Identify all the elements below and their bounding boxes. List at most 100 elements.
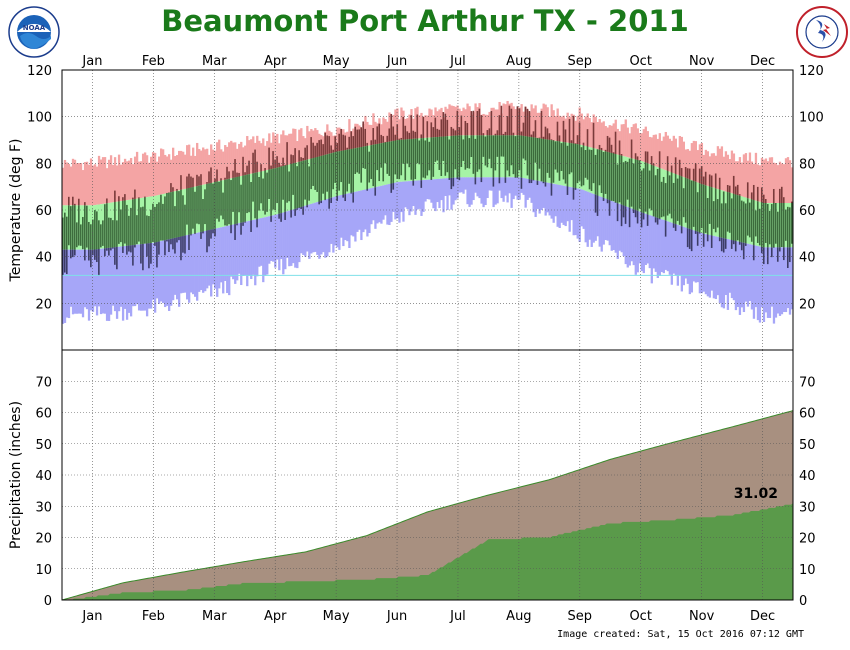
daily-temp-bar xyxy=(62,249,64,276)
daily-temp-bar xyxy=(670,172,673,219)
daily-temp-bar xyxy=(254,149,256,173)
daily-temp-bar xyxy=(672,182,675,224)
record-low-band xyxy=(724,238,728,296)
record-low-band xyxy=(702,233,706,292)
daily-temp-bar xyxy=(664,220,667,237)
record-low-band xyxy=(368,188,371,233)
record-low-band xyxy=(534,180,537,217)
record-low-band xyxy=(508,177,511,194)
record-low-band xyxy=(706,234,710,297)
record-high-band xyxy=(346,131,349,150)
record-high-band xyxy=(436,111,439,137)
record-high-band xyxy=(75,163,79,206)
daily-temp-bar xyxy=(306,159,308,206)
daily-temp-bar xyxy=(562,120,565,143)
daily-temp-bar xyxy=(596,195,599,216)
record-high-band xyxy=(198,149,201,186)
daily-temp-bar xyxy=(744,243,747,246)
record-high-band xyxy=(220,149,223,181)
record-high-band xyxy=(121,162,125,201)
daily-temp-bar xyxy=(196,174,198,187)
daily-temp-bar xyxy=(188,188,190,235)
record-low-band xyxy=(418,180,421,209)
record-high-band xyxy=(724,151,728,192)
record-high-band xyxy=(496,109,499,136)
record-low-band xyxy=(310,203,313,254)
precip-tick-label-left: 70 xyxy=(35,375,52,390)
record-high-band xyxy=(163,154,167,194)
record-low-band xyxy=(616,203,619,259)
daily-temp-bar xyxy=(428,141,431,171)
daily-temp-bar xyxy=(360,147,363,183)
daily-temp-bar xyxy=(342,194,344,198)
daily-temp-bar xyxy=(156,242,158,268)
record-low-band xyxy=(532,179,535,213)
daily-temp-bar xyxy=(356,147,359,173)
record-low-band xyxy=(494,177,497,205)
record-high-band xyxy=(107,159,111,203)
daily-temp-bar xyxy=(630,158,633,207)
daily-temp-bar xyxy=(706,198,709,235)
daily-temp-bar xyxy=(442,136,445,161)
record-low-band xyxy=(204,230,207,292)
daily-temp-bar xyxy=(458,127,461,136)
record-low-band xyxy=(754,245,758,308)
month-label-top: Jul xyxy=(449,54,466,69)
record-low-band xyxy=(750,244,754,310)
daily-temp-bar xyxy=(200,185,202,232)
daily-temp-bar xyxy=(698,168,701,184)
daily-temp-bar xyxy=(318,156,320,202)
daily-temp-bar xyxy=(764,203,767,243)
daily-temp-bar xyxy=(172,191,174,239)
daily-temp-bar xyxy=(620,155,623,205)
record-high-band xyxy=(81,170,85,206)
daily-temp-bar xyxy=(760,246,763,254)
daily-temp-bar xyxy=(524,106,527,137)
record-high-band xyxy=(682,141,686,178)
record-low-band xyxy=(692,230,696,282)
daily-temp-bar xyxy=(68,205,70,246)
record-high-band xyxy=(396,108,399,141)
daily-temp-bar xyxy=(778,188,781,203)
record-low-band xyxy=(680,226,683,292)
daily-temp-bar xyxy=(266,172,268,212)
record-low-band xyxy=(362,189,365,233)
record-low-band xyxy=(514,177,517,196)
daily-temp-bar xyxy=(344,135,346,151)
daily-temp-bar xyxy=(440,119,443,137)
record-high-band xyxy=(648,136,651,165)
daily-temp-bar xyxy=(264,170,266,215)
record-low-band xyxy=(254,219,257,286)
daily-temp-bar xyxy=(336,151,338,196)
daily-temp-bar xyxy=(126,204,128,246)
record-low-band xyxy=(165,239,169,306)
daily-temp-bar xyxy=(654,217,657,223)
daily-temp-bar xyxy=(684,177,687,223)
record-high-band xyxy=(484,114,487,136)
daily-temp-bar xyxy=(782,197,785,203)
record-high-band xyxy=(584,116,587,146)
daily-temp-bar xyxy=(448,178,451,180)
daily-temp-bar xyxy=(546,139,549,173)
daily-temp-bar xyxy=(686,168,689,179)
daily-temp-bar xyxy=(748,202,751,238)
daily-temp-bar xyxy=(286,165,288,203)
record-low-band xyxy=(558,184,561,229)
daily-temp-bar xyxy=(202,199,204,232)
daily-temp-bar xyxy=(200,174,202,186)
record-low-band xyxy=(728,239,732,293)
daily-temp-bar xyxy=(752,184,755,201)
record-low-band xyxy=(542,181,545,208)
record-high-band xyxy=(754,152,758,201)
record-high-band xyxy=(646,131,649,164)
record-high-band xyxy=(69,166,73,206)
daily-temp-bar xyxy=(744,203,747,244)
daily-temp-bar xyxy=(234,177,236,225)
daily-temp-bar xyxy=(554,141,557,170)
daily-temp-bar xyxy=(298,207,300,209)
record-low-band xyxy=(188,234,191,303)
daily-temp-bar xyxy=(476,135,479,172)
daily-temp-bar xyxy=(122,246,124,253)
record-high-band xyxy=(492,107,495,136)
daily-temp-bar xyxy=(628,207,631,228)
